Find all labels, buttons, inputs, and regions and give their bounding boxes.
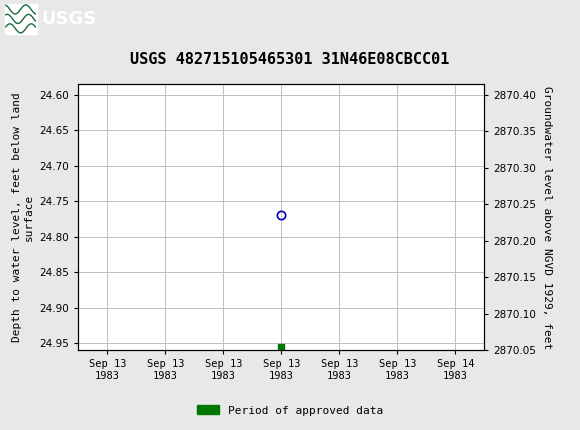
Text: USGS: USGS	[41, 10, 96, 28]
Y-axis label: Groundwater level above NGVD 1929, feet: Groundwater level above NGVD 1929, feet	[542, 86, 552, 349]
Text: USGS 482715105465301 31N46E08CBCC01: USGS 482715105465301 31N46E08CBCC01	[130, 52, 450, 67]
Legend: Period of approved data: Period of approved data	[193, 401, 387, 420]
Y-axis label: Depth to water level, feet below land
surface: Depth to water level, feet below land su…	[12, 92, 34, 342]
Bar	[5, 4, 37, 34]
